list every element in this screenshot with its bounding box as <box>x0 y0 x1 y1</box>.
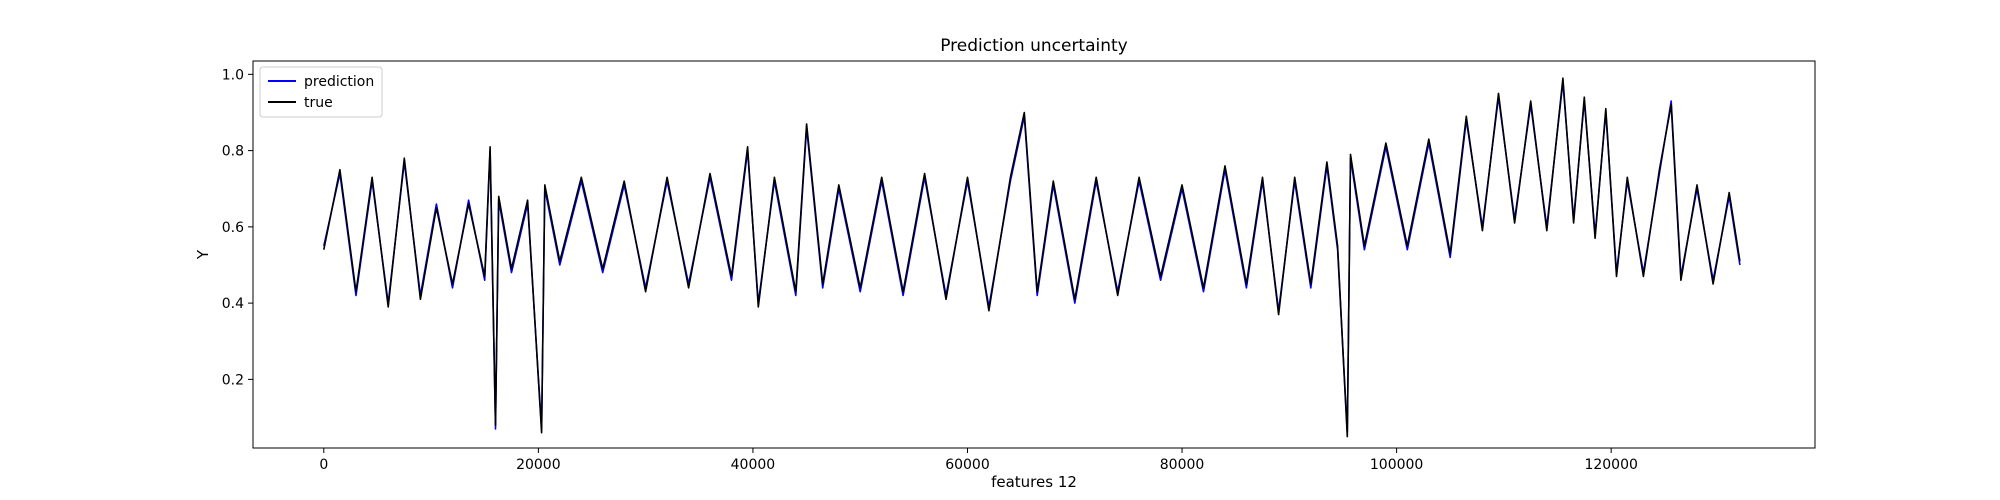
x-axis: 0 20000 40000 60000 80000 100000 120000 <box>319 448 1638 473</box>
x-tick-label: 120000 <box>1584 457 1637 473</box>
x-axis-label: features 12 <box>991 473 1077 491</box>
y-tick-label: 0.4 <box>222 296 244 312</box>
x-tick-label: 0 <box>319 457 328 473</box>
series-line-true <box>323 77 1741 438</box>
series-layer <box>323 77 1741 438</box>
y-tick-label: 0.6 <box>222 220 244 236</box>
y-tick-label: 0.2 <box>222 372 244 388</box>
plot-area <box>252 60 1816 449</box>
x-tick-label: 80000 <box>1160 457 1205 473</box>
axes-frame <box>252 60 1816 449</box>
x-tick-label: 100000 <box>1370 457 1423 473</box>
y-axis: 0.2 0.4 0.6 0.8 1.0 <box>222 67 253 388</box>
x-tick-label: 60000 <box>945 457 990 473</box>
y-axis-label: Y <box>194 249 212 260</box>
x-tick-label: 40000 <box>731 457 776 473</box>
x-tick-label: 20000 <box>516 457 561 473</box>
y-tick-label: 0.8 <box>222 144 244 160</box>
y-tick-label: 1.0 <box>222 67 244 83</box>
chart-title: Prediction uncertainty <box>940 36 1128 56</box>
legend-box <box>259 66 383 118</box>
legend-label-true: true <box>304 95 333 111</box>
legend: prediction true <box>259 66 383 118</box>
legend-label-prediction: prediction <box>304 74 374 90</box>
